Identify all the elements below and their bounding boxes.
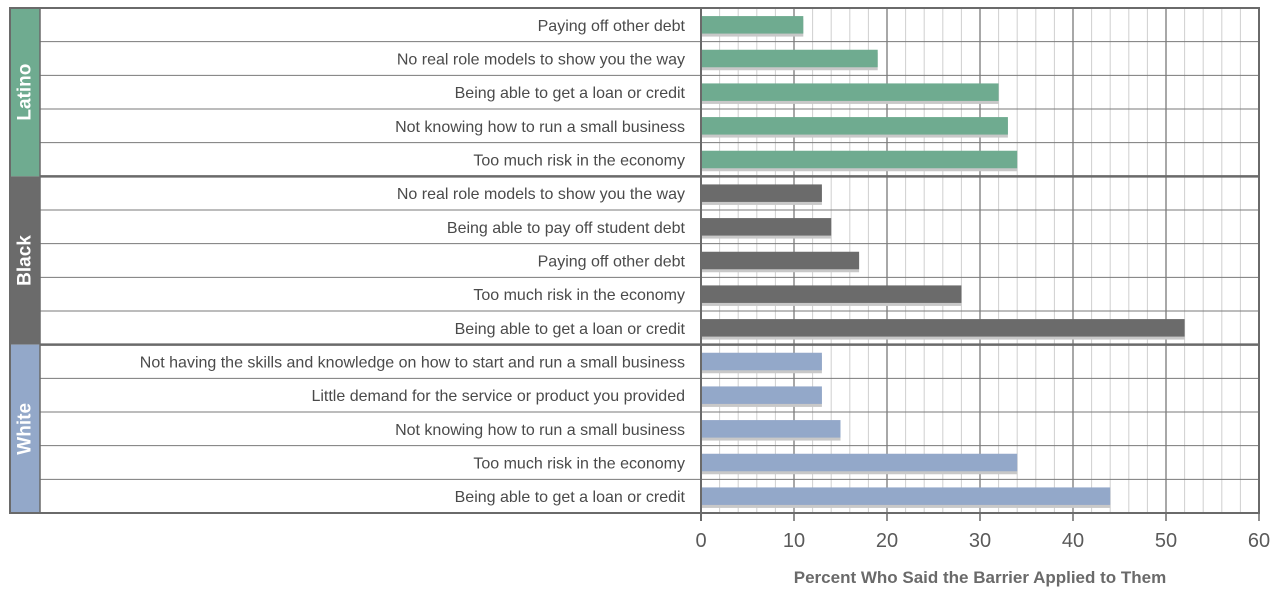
group-strip xyxy=(10,8,40,177)
bar xyxy=(701,420,841,438)
group-label: Black xyxy=(15,235,36,286)
x-axis-title: Percent Who Said the Barrier Applied to … xyxy=(794,568,1166,587)
bar xyxy=(701,285,962,303)
chart-frame xyxy=(9,7,1260,514)
x-tick-label: 0 xyxy=(695,530,706,552)
bar xyxy=(701,487,1111,505)
bars xyxy=(701,16,1185,508)
category-label: Not knowing how to run a small business xyxy=(395,119,685,136)
category-label: No real role models to show you the way xyxy=(397,186,685,203)
category-label: Little demand for the service or product… xyxy=(311,388,685,405)
category-label: No real role models to show you the way xyxy=(397,52,685,69)
bar xyxy=(701,150,1018,169)
bar xyxy=(701,16,804,34)
bar xyxy=(701,453,1018,472)
bar xyxy=(701,251,860,270)
x-tick-label: 50 xyxy=(1155,530,1177,552)
category-label: Being able to pay off student debt xyxy=(447,220,686,237)
category-rows: Paying off other debt No real role models… xyxy=(40,18,1259,506)
x-tick-label: 40 xyxy=(1062,530,1084,552)
category-label: Paying off other debt xyxy=(538,254,686,271)
group-latino: Latino xyxy=(10,8,40,177)
x-tick-label: 60 xyxy=(1248,530,1270,552)
bar xyxy=(701,49,878,68)
group-black: Black xyxy=(10,176,40,345)
group-strip xyxy=(10,344,40,513)
x-tick-label: 20 xyxy=(876,530,898,552)
x-axis: 0 10 20 30 40 50 60 xyxy=(9,7,1270,552)
bar xyxy=(701,319,1185,337)
bar xyxy=(701,218,832,236)
category-label: Paying off other debt xyxy=(538,18,686,35)
bar xyxy=(701,184,822,202)
category-label: Being able to get a loan or credit xyxy=(455,85,686,102)
bar xyxy=(701,352,822,371)
x-tick-label: 10 xyxy=(783,530,805,552)
x-tick-label: 30 xyxy=(969,530,991,552)
group-white: White xyxy=(10,344,40,513)
bar xyxy=(701,83,999,101)
group-strip xyxy=(10,176,40,345)
category-label: Too much risk in the economy xyxy=(473,153,685,170)
category-label: Not knowing how to run a small business xyxy=(395,422,685,439)
category-label: Being able to get a loan or credit xyxy=(455,489,686,506)
bar xyxy=(701,386,822,404)
category-label: Not having the skills and knowledge on h… xyxy=(140,355,685,372)
category-label: Being able to get a loan or credit xyxy=(455,321,686,338)
group-label: White xyxy=(15,403,36,455)
bar xyxy=(701,117,1008,135)
category-label: Too much risk in the economy xyxy=(473,456,685,473)
group-label: Latino xyxy=(15,64,36,121)
group-labels: Latino Black White xyxy=(10,8,40,513)
category-label: Too much risk in the economy xyxy=(473,287,685,304)
